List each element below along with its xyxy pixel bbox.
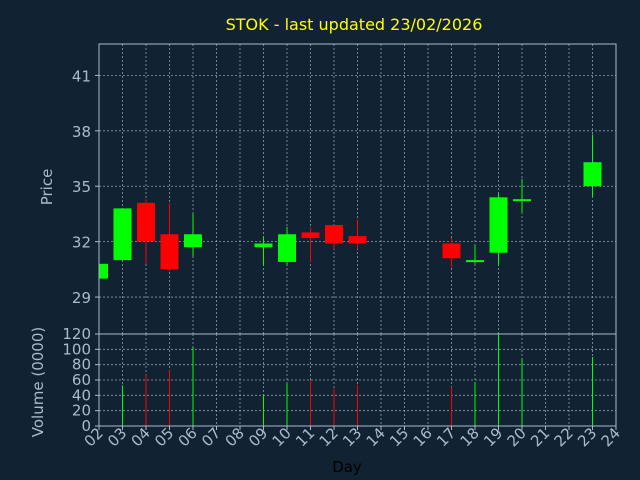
- volume-bars: [122, 333, 593, 426]
- candle-body: [583, 162, 602, 187]
- candle-body: [466, 260, 484, 263]
- volume-tick-label: 40: [72, 386, 91, 404]
- price-candles: [98, 134, 602, 281]
- x-axis-ticks: 0203040506070809101112131415161718192021…: [81, 424, 624, 450]
- chart-title: STOK - last updated 23/02/2026: [226, 15, 483, 34]
- candle-20: [513, 178, 531, 213]
- candle-18: [466, 245, 484, 264]
- x-axis-label: Day: [332, 458, 362, 476]
- candle-11: [301, 226, 320, 262]
- price-tick-label: 35: [72, 178, 91, 196]
- candle-09: [254, 236, 273, 266]
- candle-body: [160, 234, 179, 270]
- candle-19: [489, 193, 508, 266]
- volume-tick-label: 80: [72, 356, 91, 374]
- volume-tick-label: 120: [62, 325, 91, 343]
- price-tick-label: 29: [72, 289, 91, 307]
- candle-05: [160, 202, 179, 272]
- price-axis-ticks: 29 32 35 38 41: [72, 67, 99, 307]
- candle-23: [583, 134, 602, 198]
- price-axis-label: Price: [38, 169, 56, 206]
- candle-body: [489, 197, 508, 253]
- volume-tick-label: 0: [81, 417, 91, 435]
- candle-10: [278, 226, 296, 266]
- price-tick-label: 38: [72, 123, 91, 141]
- candle-body: [278, 234, 296, 262]
- candle-06: [184, 213, 202, 257]
- candle-13: [348, 219, 367, 250]
- candle-12: [325, 225, 343, 250]
- candle-body: [99, 263, 108, 279]
- volume-tick-label: 100: [62, 340, 91, 358]
- candle-body: [254, 243, 273, 248]
- price-tick-label: 41: [72, 67, 91, 85]
- price-tick-label: 32: [72, 234, 91, 252]
- candle-body: [348, 236, 367, 244]
- volume-axis-label: Volume (0000): [29, 327, 47, 437]
- candle-03: [113, 208, 132, 261]
- candle-body: [301, 232, 320, 238]
- price-panel: 29 32 35 38 41 Price: [38, 43, 617, 335]
- volume-tick-label: 20: [72, 402, 91, 420]
- candle-body: [113, 208, 132, 261]
- candle-body: [184, 234, 202, 248]
- candle-04: [137, 199, 155, 264]
- candle-body: [513, 199, 531, 202]
- candle-02: [98, 263, 108, 281]
- candle-body: [137, 202, 155, 242]
- candle-body: [325, 225, 343, 244]
- volume-tick-label: 60: [72, 371, 91, 389]
- candle-17: [442, 237, 461, 268]
- candle-body: [442, 243, 461, 259]
